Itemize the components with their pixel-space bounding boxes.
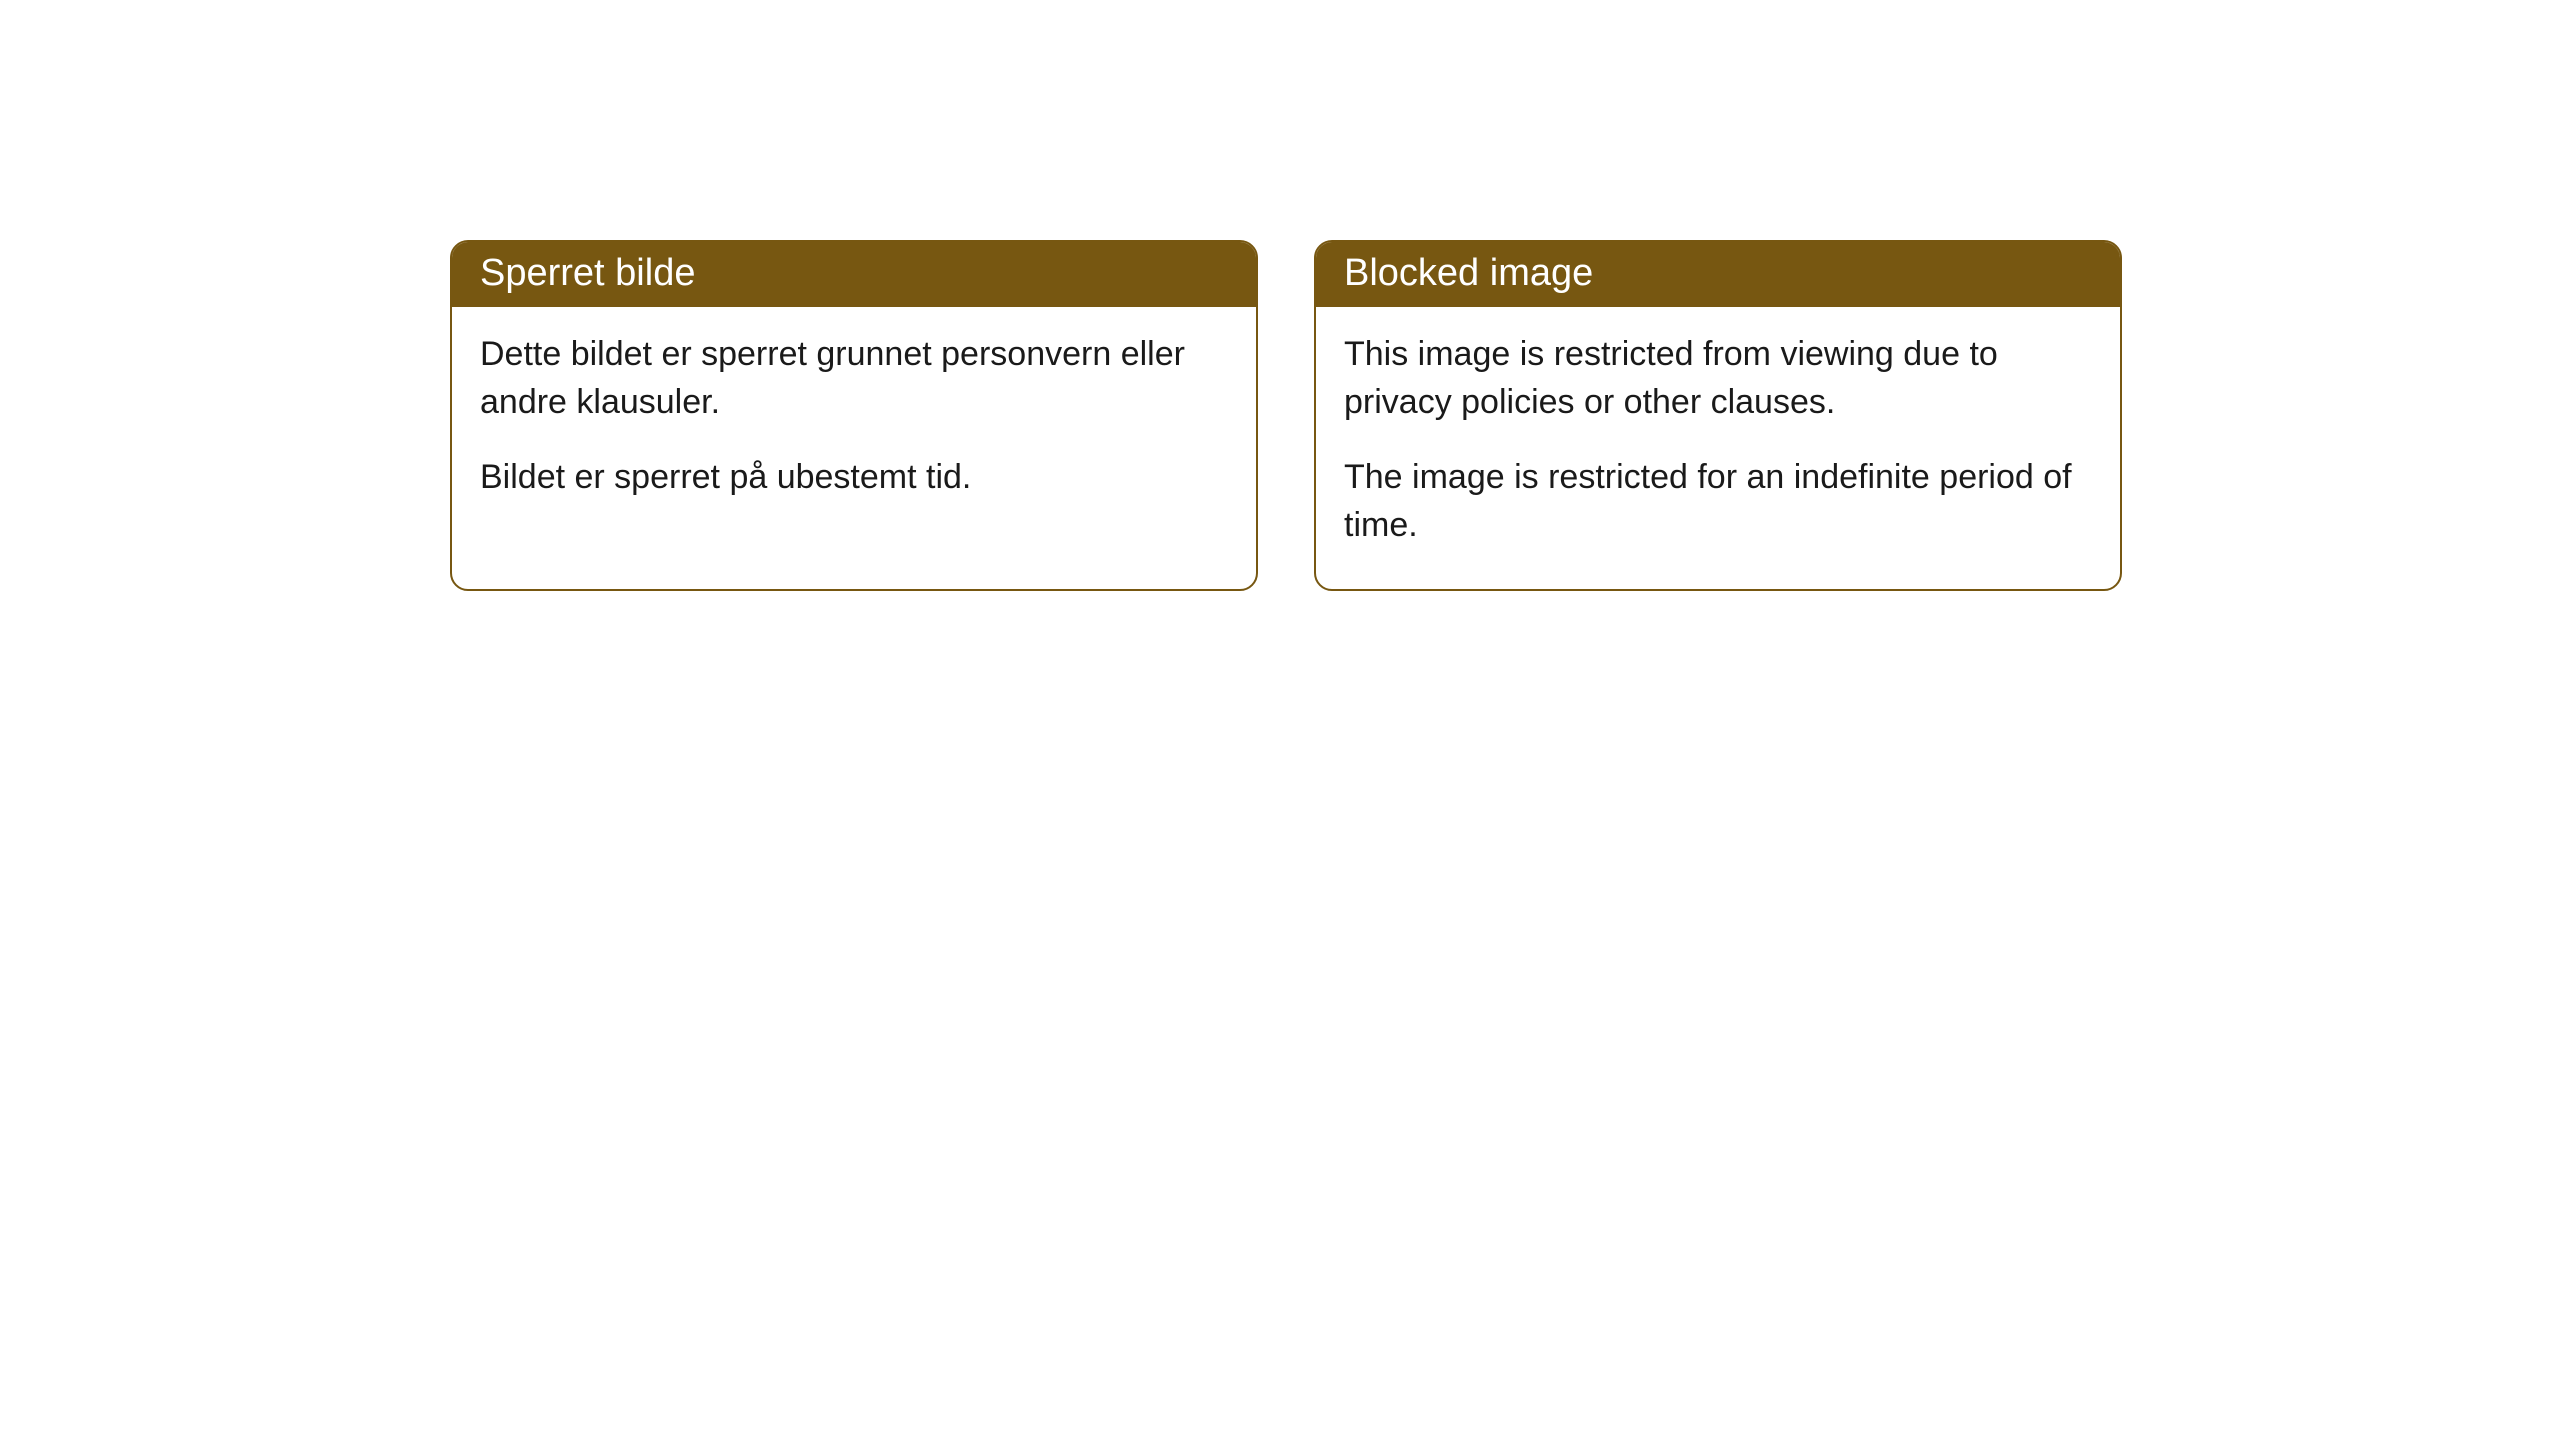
card-header: Blocked image	[1316, 242, 2120, 307]
card-paragraph: Dette bildet er sperret grunnet personve…	[480, 331, 1228, 426]
card-title: Sperret bilde	[480, 252, 695, 294]
card-paragraph: The image is restricted for an indefinit…	[1344, 454, 2092, 549]
card-header: Sperret bilde	[452, 242, 1256, 307]
notice-cards-container: Sperret bilde Dette bildet er sperret gr…	[450, 240, 2122, 591]
card-title: Blocked image	[1344, 252, 1593, 294]
card-body: This image is restricted from viewing du…	[1316, 307, 2120, 589]
card-paragraph: This image is restricted from viewing du…	[1344, 331, 2092, 426]
card-paragraph: Bildet er sperret på ubestemt tid.	[480, 454, 1228, 502]
notice-card-english: Blocked image This image is restricted f…	[1314, 240, 2122, 591]
card-body: Dette bildet er sperret grunnet personve…	[452, 307, 1256, 542]
notice-card-norwegian: Sperret bilde Dette bildet er sperret gr…	[450, 240, 1258, 591]
